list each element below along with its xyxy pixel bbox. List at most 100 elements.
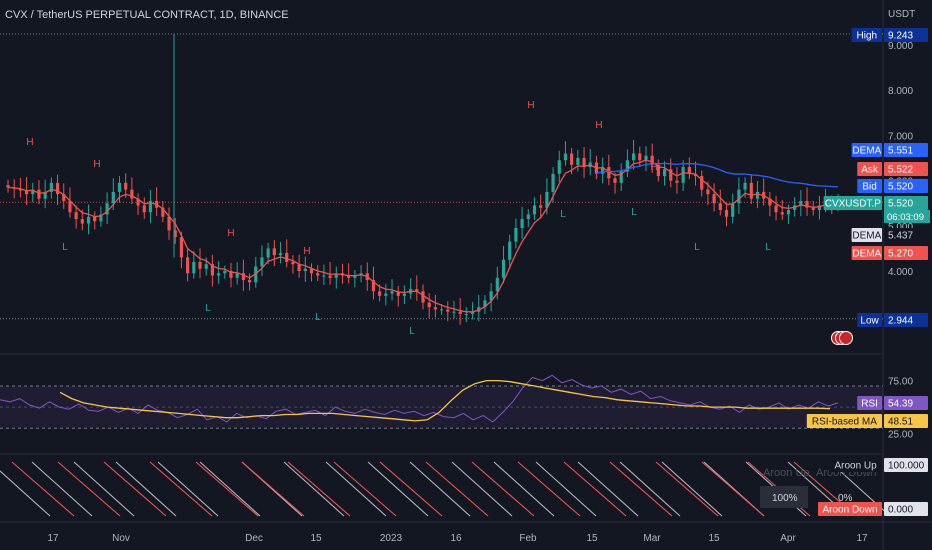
pivot-high-marker: H (303, 246, 310, 257)
high-tag-label-bg (851, 28, 882, 42)
candle-body (421, 291, 425, 303)
candle-body (396, 291, 400, 296)
rsi-ma-tag-label-bg (806, 414, 882, 428)
candle-body (18, 188, 22, 191)
time-tick-label: 15 (708, 533, 720, 544)
price-tick-label: 5.000 (888, 222, 913, 233)
candle-body (62, 194, 66, 201)
candle-body (811, 207, 815, 210)
candle-body (539, 205, 543, 208)
candle-body (570, 153, 574, 165)
candle-body (662, 169, 667, 177)
candle-body (80, 219, 84, 224)
currency-label: USDT (888, 9, 915, 20)
candle-body (43, 191, 47, 199)
candle-body (241, 273, 245, 281)
low-tag: Low 2.944 (857, 313, 928, 327)
candle-body (266, 248, 270, 258)
pivot-high-marker: H (26, 137, 33, 148)
candle-body (427, 302, 431, 308)
candle-body (285, 252, 289, 262)
time-tick-label: Feb (519, 533, 537, 544)
candle-body (731, 203, 735, 217)
time-axis[interactable]: 17 Nov Dec 15 2023 16 Feb 15 Mar 15 Apr 17 (47, 533, 868, 544)
candle-body (737, 189, 741, 204)
time-tick-label: Apr (780, 533, 796, 544)
dema-slow-line (596, 162, 839, 188)
price-tick-label: 7.000 (888, 131, 913, 142)
bid-tag-label: Bid (862, 182, 876, 193)
candle-body (167, 216, 171, 231)
symbol-title[interactable]: CVX / TetherUS PERPETUAL CONTRACT, 1D, B… (5, 9, 289, 21)
bid-tag-label-bg (857, 179, 882, 193)
candle-body (93, 216, 97, 222)
candle-body (817, 205, 822, 210)
time-tick-label: Nov (112, 533, 130, 544)
low-tag-label: Low (860, 316, 879, 327)
dema-slow-tag-label: DEMA (852, 146, 881, 157)
aroon-down-tag-value: 0.000 (888, 505, 913, 516)
candle-body (743, 182, 747, 190)
candle-body (291, 261, 295, 265)
time-tick-label: Mar (643, 533, 661, 544)
candle-body (433, 307, 437, 310)
dema-white-tag-value: 5.437 (888, 231, 913, 242)
candle-body (458, 311, 462, 314)
high-tag-value-bg (884, 28, 928, 42)
aroon-watermark-up: Aroon Up (763, 467, 809, 479)
candle-body (495, 277, 499, 292)
last-price-tag: CVXUSDT.P 5.520 (823, 196, 928, 210)
time-tick-label: 15 (310, 533, 322, 544)
candle-body (204, 264, 208, 269)
rsi-pane[interactable] (0, 374, 883, 429)
aroon-pane[interactable]: Aroon Up Aroon Down 100% 0% (0, 461, 891, 517)
rsi-ma-tag-value: 48.51 (888, 417, 913, 428)
candle-body (563, 153, 568, 161)
candle-body (619, 171, 623, 183)
candle-body (712, 194, 716, 204)
aroon-up-tag-label: Aroon Up (834, 461, 877, 472)
candle-body (210, 264, 215, 276)
rsi-tag-label-bg (857, 396, 882, 410)
dema-slow-tag-value-bg (884, 143, 928, 157)
time-tick-label: 2023 (380, 533, 403, 544)
ask-tag-value-bg (884, 162, 928, 176)
candle-body (607, 167, 611, 179)
rsi-tick-label: 25.00 (888, 430, 913, 441)
dema-white-tag-label: DEMA (852, 231, 881, 242)
dema-slow-tag-value: 5.551 (888, 146, 913, 157)
candle-body (390, 291, 394, 294)
candle-body (675, 180, 679, 183)
candle-body (247, 280, 252, 283)
candle-body (229, 271, 233, 278)
candle-body (532, 205, 537, 215)
rsi-tick-label: 75.00 (888, 377, 913, 388)
aroon-up-percent: 100% (772, 493, 798, 504)
candle-body (638, 153, 642, 161)
ask-tag-label: Ask (861, 165, 879, 176)
time-tick-label: 17 (856, 533, 868, 544)
high-tag-label: High (857, 31, 878, 42)
candle-body (501, 259, 506, 278)
aroon-up-tag-value-bg (884, 458, 928, 472)
candle-body (117, 182, 122, 192)
high-tag-value: 9.243 (888, 31, 913, 42)
candle-body (700, 176, 704, 190)
candle-body (328, 275, 332, 278)
candle-body (799, 200, 803, 206)
countdown-bg (884, 210, 930, 223)
candle-body (470, 311, 475, 314)
candle-body (402, 293, 407, 296)
rsi-tag: RSI 54.39 (857, 396, 928, 410)
price-pane[interactable]: H L H L H L H L H L H L H L L (6, 34, 840, 337)
rsi-tag-value: 54.39 (888, 399, 913, 410)
candle-body (755, 191, 760, 199)
candle-body (786, 209, 791, 215)
candle-body (706, 189, 710, 195)
candle-body (687, 167, 691, 174)
dema-white-tag: DEMA 5.437 (851, 228, 928, 242)
ask-tag: Ask 5.522 (857, 162, 928, 176)
candle-body (334, 273, 338, 278)
dema-red-tag-value-bg (884, 246, 928, 260)
